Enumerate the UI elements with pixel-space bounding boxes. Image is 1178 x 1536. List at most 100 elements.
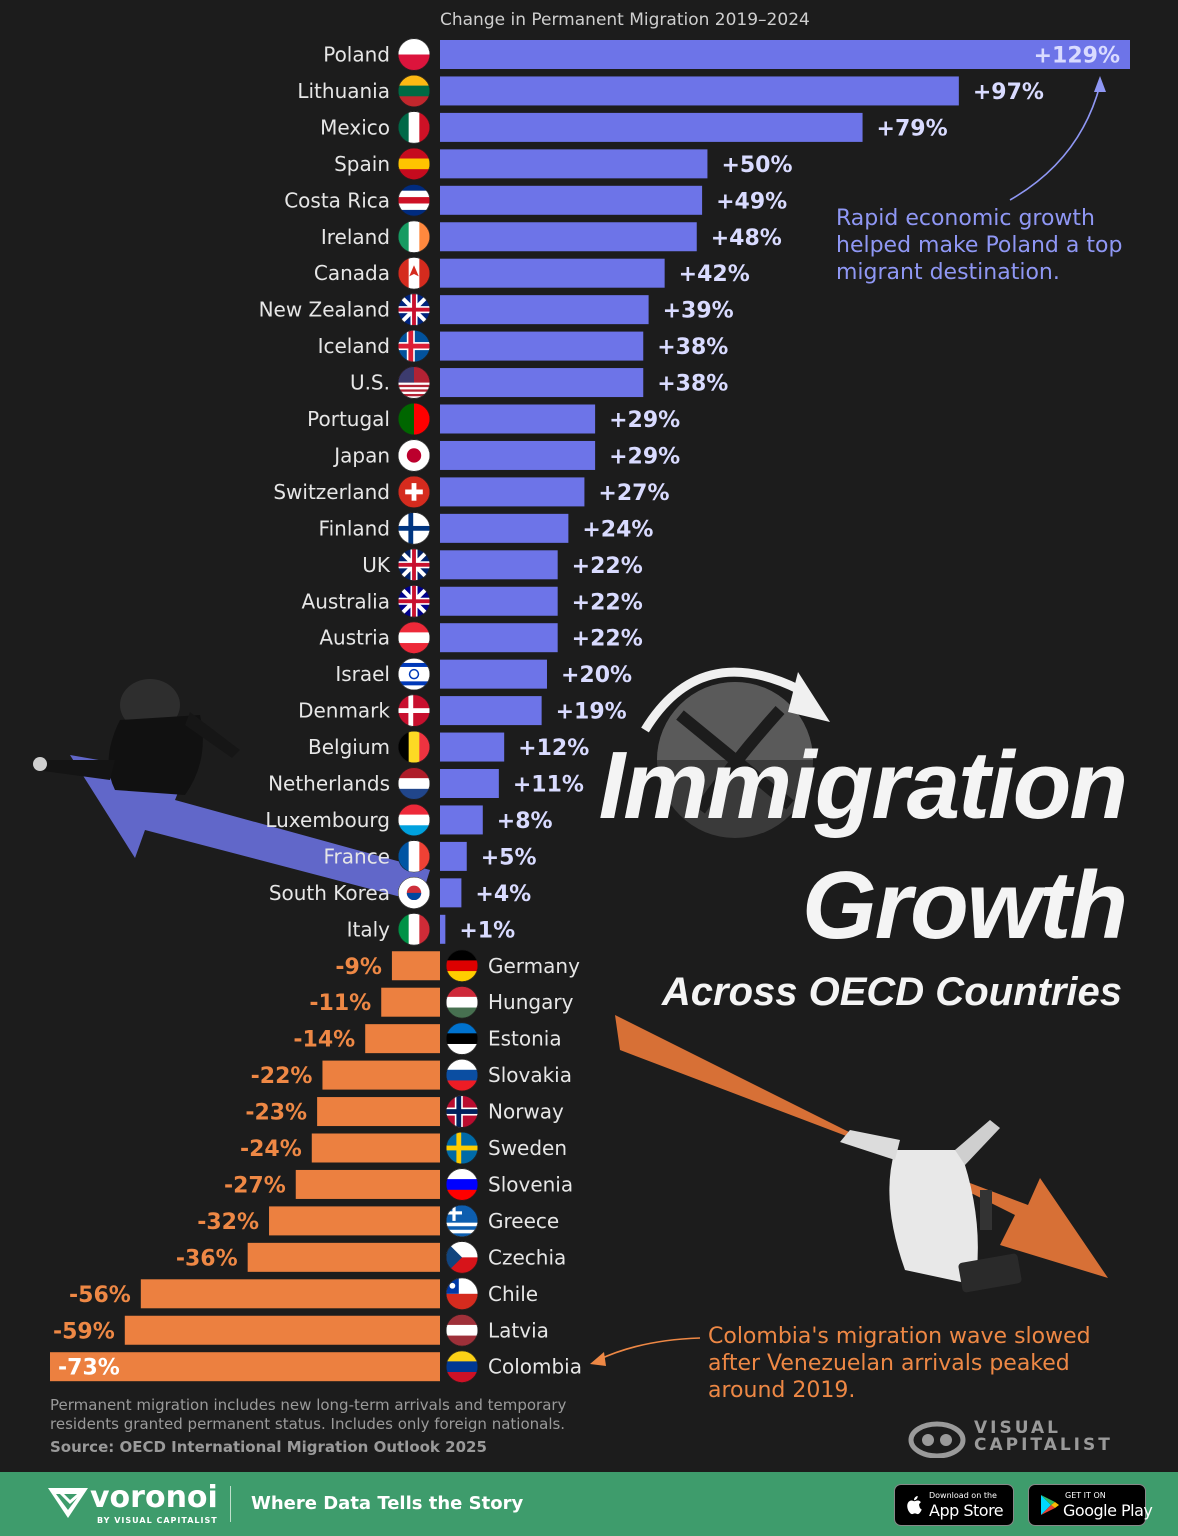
flag-greece-icon xyxy=(446,1204,478,1237)
value-label-greece: -32% xyxy=(197,1210,259,1235)
app-store-small-text: Download on the xyxy=(929,1491,997,1500)
bar-slovakia xyxy=(322,1060,440,1090)
bar-switzerland xyxy=(440,477,585,507)
bar-austria xyxy=(440,623,558,653)
flag-hungary-icon xyxy=(446,986,478,1019)
app-store-big-text: App Store xyxy=(929,1501,1004,1520)
colombia-annotation-arrow xyxy=(597,1337,701,1361)
value-label-mexico: +79% xyxy=(877,116,948,141)
apple-icon xyxy=(907,1496,922,1515)
category-label-latvia: Latvia xyxy=(488,1318,549,1342)
value-label-israel: +20% xyxy=(561,663,632,688)
value-label-netherlands: +11% xyxy=(513,773,584,798)
value-label-u-s: +38% xyxy=(657,372,728,397)
flag-portugal-icon xyxy=(398,403,430,435)
visual-capitalist-wordmark: VISUAL CAPITALIST xyxy=(974,1420,1113,1454)
value-label-luxembourg: +8% xyxy=(497,809,553,834)
flag-norway-icon xyxy=(446,1095,478,1128)
value-label-canada: +42% xyxy=(679,262,750,287)
category-label-australia: Australia xyxy=(302,589,390,613)
visual-capitalist-logo: VISUAL CAPITALIST xyxy=(908,1416,1110,1462)
flag-australia-icon xyxy=(398,585,430,618)
app-store-button[interactable]: Download on the App Store xyxy=(894,1484,1014,1526)
category-label-netherlands: Netherlands xyxy=(268,772,390,796)
chart-title-immigration: Immigration xyxy=(598,732,1128,839)
visual-capitalist-logo-icon xyxy=(908,1421,966,1458)
flag-new-zealand-icon xyxy=(398,293,430,326)
category-label-new-zealand: New Zealand xyxy=(259,298,390,322)
value-label-estonia: -14% xyxy=(293,1028,355,1053)
bar-japan xyxy=(440,440,596,470)
google-play-icon xyxy=(1041,1495,1059,1515)
value-label-spain: +50% xyxy=(721,153,792,178)
bar-colombia xyxy=(50,1352,440,1382)
value-label-uk: +22% xyxy=(572,554,643,579)
value-label-hungary: -11% xyxy=(309,991,371,1016)
flag-belgium-icon xyxy=(398,731,430,764)
globe-icon xyxy=(641,667,830,838)
flag-ireland-icon xyxy=(398,220,430,253)
bar-italy xyxy=(440,914,446,944)
poland-annotation-arrowhead xyxy=(1094,76,1106,92)
category-label-u-s: U.S. xyxy=(350,371,390,395)
value-label-czechia: -36% xyxy=(176,1246,238,1271)
category-label-ireland: Ireland xyxy=(321,225,390,249)
flag-czechia-icon xyxy=(446,1241,478,1274)
bar-portugal xyxy=(440,404,596,434)
flag-austria-icon xyxy=(398,621,430,654)
bar-slovenia xyxy=(295,1169,440,1199)
flag-sweden-icon xyxy=(446,1132,478,1164)
category-label-lithuania: Lithuania xyxy=(297,79,390,103)
value-label-norway: -23% xyxy=(245,1101,307,1126)
value-label-iceland: +38% xyxy=(657,335,728,360)
category-label-germany: Germany xyxy=(488,954,580,978)
category-label-uk: UK xyxy=(362,553,391,577)
value-label-ireland: +48% xyxy=(711,226,782,251)
category-label-canada: Canada xyxy=(314,261,390,285)
category-label-japan: Japan xyxy=(332,443,390,467)
category-label-belgium: Belgium xyxy=(308,735,390,759)
category-label-czechia: Czechia xyxy=(488,1245,566,1269)
bar-latvia xyxy=(124,1315,440,1345)
person-silhouette-bottom xyxy=(840,1120,1022,1293)
person-silhouette-top xyxy=(33,679,240,795)
value-label-japan: +29% xyxy=(609,444,680,469)
category-label-austria: Austria xyxy=(319,626,390,650)
flag-poland-icon xyxy=(398,38,430,71)
value-label-portugal: +29% xyxy=(609,408,680,433)
value-label-sweden: -24% xyxy=(240,1137,302,1162)
flag-slovenia-icon xyxy=(446,1168,478,1201)
bar-new-zealand xyxy=(440,295,649,325)
bar-south-korea xyxy=(440,878,462,908)
category-label-italy: Italy xyxy=(347,917,391,941)
bar-mexico xyxy=(440,112,863,142)
value-label-switzerland: +27% xyxy=(598,481,669,506)
value-label-costa-rica: +49% xyxy=(716,189,787,214)
category-label-mexico: Mexico xyxy=(320,115,390,139)
flag-estonia-icon xyxy=(446,1022,478,1055)
footer-bar: voronoi BY VISUAL CAPITALIST Where Data … xyxy=(0,1472,1178,1536)
flag-iceland-icon xyxy=(398,330,430,363)
value-label-lithuania: +97% xyxy=(973,80,1044,105)
bar-czechia xyxy=(247,1242,440,1272)
value-label-slovakia: -22% xyxy=(251,1064,313,1089)
category-label-poland: Poland xyxy=(323,43,390,67)
chart-title-growth: Growth xyxy=(802,852,1128,959)
flag-japan-icon xyxy=(398,439,430,472)
colombia-annotation-arrowhead xyxy=(590,1352,606,1366)
source: Source: OECD International Migration Out… xyxy=(50,1438,487,1456)
google-play-small-text: GET IT ON xyxy=(1065,1491,1106,1500)
category-label-south-korea: South Korea xyxy=(269,881,390,905)
flag-costa-rica-icon xyxy=(398,184,430,217)
flag-finland-icon xyxy=(398,512,430,545)
voronoi-wordmark[interactable]: voronoi xyxy=(90,1480,218,1515)
bar-chile xyxy=(140,1279,441,1309)
value-label-australia: +22% xyxy=(572,590,643,615)
category-label-portugal: Portugal xyxy=(307,407,390,431)
value-label-denmark: +19% xyxy=(556,700,627,725)
google-play-button[interactable]: GET IT ON Google Play xyxy=(1028,1484,1153,1526)
category-label-chile: Chile xyxy=(488,1282,538,1306)
category-label-luxembourg: Luxembourg xyxy=(265,808,390,832)
flag-colombia-icon xyxy=(446,1350,478,1383)
bar-norway xyxy=(317,1097,440,1127)
